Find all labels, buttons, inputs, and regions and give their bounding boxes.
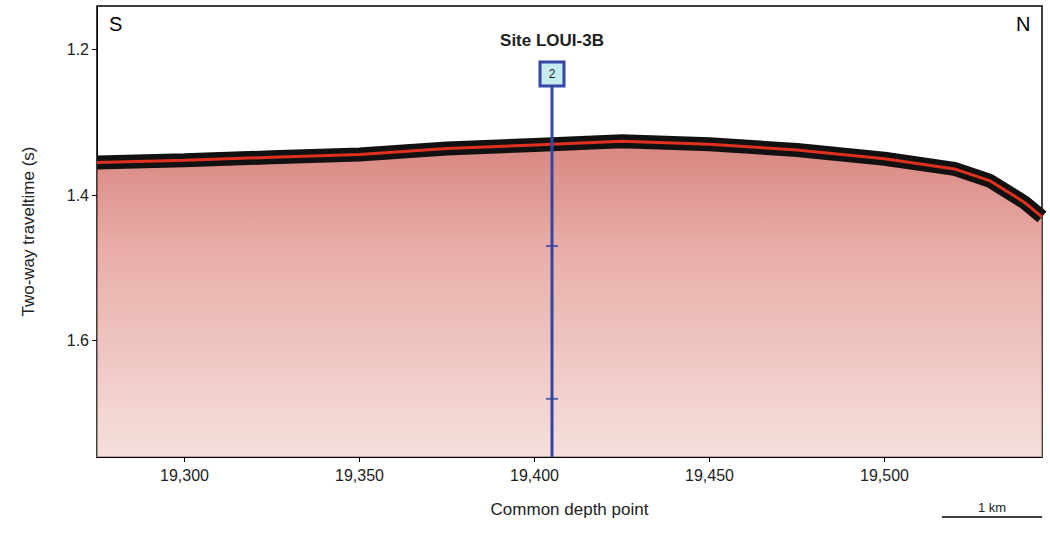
svg-text:19,350: 19,350 — [335, 467, 384, 484]
svg-text:1.6: 1.6 — [67, 332, 89, 349]
svg-text:19,450: 19,450 — [685, 467, 734, 484]
svg-text:Site LOUI-3B: Site LOUI-3B — [500, 31, 604, 50]
svg-text:Two-way traveltime (s): Two-way traveltime (s) — [19, 146, 38, 316]
svg-text:2: 2 — [549, 67, 556, 81]
svg-text:1 km: 1 km — [978, 500, 1006, 515]
svg-text:Common depth point: Common depth point — [491, 500, 649, 519]
svg-text:19,300: 19,300 — [160, 467, 209, 484]
svg-text:19,500: 19,500 — [860, 467, 909, 484]
svg-text:1.4: 1.4 — [67, 187, 89, 204]
svg-text:N: N — [1016, 13, 1030, 35]
svg-text:19,400: 19,400 — [510, 467, 559, 484]
svg-text:1.2: 1.2 — [67, 41, 89, 58]
svg-text:S: S — [109, 13, 122, 35]
